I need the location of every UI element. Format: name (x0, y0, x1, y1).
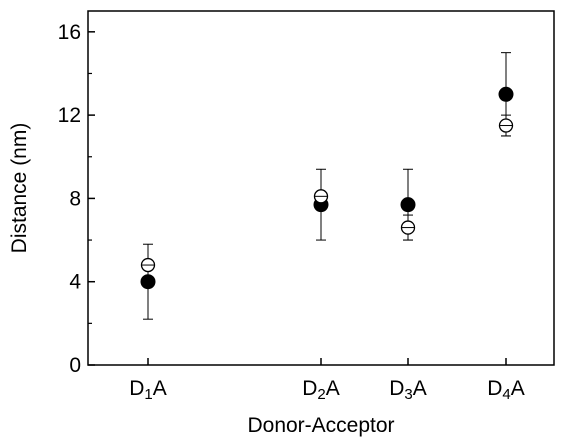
x-tick-label-main: D (389, 377, 404, 400)
series-1 (140, 52, 514, 320)
x-tick-label-subscript: 2 (317, 386, 325, 403)
y-tick-label: 16 (58, 21, 81, 44)
y-axis: 0 4 8 12 16 (58, 21, 95, 377)
data-point (400, 197, 416, 213)
x-tick-label: D4A (487, 377, 525, 403)
y-tick-label: 0 (69, 354, 81, 377)
x-tick-label-subscript: 1 (144, 386, 152, 403)
x-tick-label: D3A (389, 377, 427, 403)
y-tick-label: 12 (58, 104, 81, 127)
data-point (498, 86, 514, 102)
x-tick-label-subscript: 4 (502, 386, 510, 403)
x-axis: D1A D2A D3A D4A (129, 358, 525, 403)
x-tick-label-subscript: 3 (404, 386, 412, 403)
data-point (140, 274, 156, 290)
x-tick-label-main: A (326, 377, 340, 400)
y-axis-title: Distance (nm) (8, 123, 31, 254)
x-tick-label-main: D (129, 377, 144, 400)
x-tick-label-main: D (487, 377, 502, 400)
plot-area (140, 52, 514, 320)
series-2 (140, 114, 514, 273)
x-tick-label-main: A (153, 377, 167, 400)
y-tick-label: 8 (69, 187, 81, 210)
x-tick-label-main: A (413, 377, 427, 400)
x-tick-label: D1A (129, 377, 167, 403)
x-tick-label-main: A (511, 377, 525, 400)
y-tick-label: 4 (69, 271, 81, 294)
x-tick-label-main: D (302, 377, 317, 400)
x-axis-title: Donor-Acceptor (247, 414, 394, 437)
x-tick-label: D2A (302, 377, 340, 403)
